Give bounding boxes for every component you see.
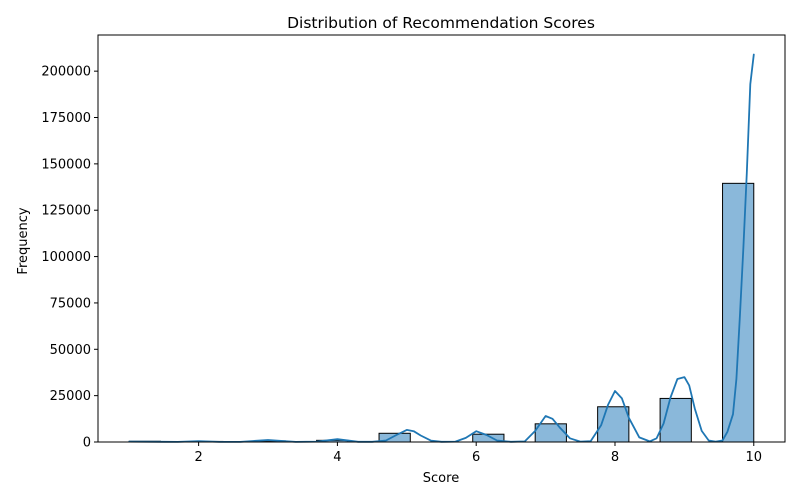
- x-tick-label: 10: [745, 450, 762, 465]
- histogram-bar-8: [597, 406, 630, 443]
- y-tick-label: 125000: [41, 204, 91, 219]
- plot-area: 2 4 6 8 10 0 25000 50000 75000 100000 125000 150000…: [41, 34, 786, 465]
- histogram-bar-10: [722, 182, 755, 443]
- axes-frame: [97, 34, 786, 443]
- chart-title: Distribution of Recommendation Scores: [287, 14, 595, 32]
- y-tick-label: 25000: [50, 389, 91, 404]
- y-tick-label: 150000: [41, 157, 91, 172]
- y-tick-label: 75000: [50, 296, 91, 311]
- x-tick-label: 6: [472, 450, 480, 465]
- x-tick-label: 8: [611, 450, 619, 465]
- kde-line: [128, 53, 755, 443]
- x-tick-label: 4: [333, 450, 341, 465]
- x-axis-label: Score: [423, 471, 459, 486]
- y-axis-label: Frequency: [16, 207, 31, 274]
- histogram-bar-7: [534, 423, 567, 443]
- y-tick-label: 200000: [41, 65, 91, 80]
- y-tick-label: 175000: [41, 111, 91, 126]
- x-tick-label: 2: [194, 450, 202, 465]
- y-tick-label: 100000: [41, 250, 91, 265]
- y-tick-label: 50000: [50, 343, 91, 358]
- y-tick-label: 0: [83, 436, 91, 451]
